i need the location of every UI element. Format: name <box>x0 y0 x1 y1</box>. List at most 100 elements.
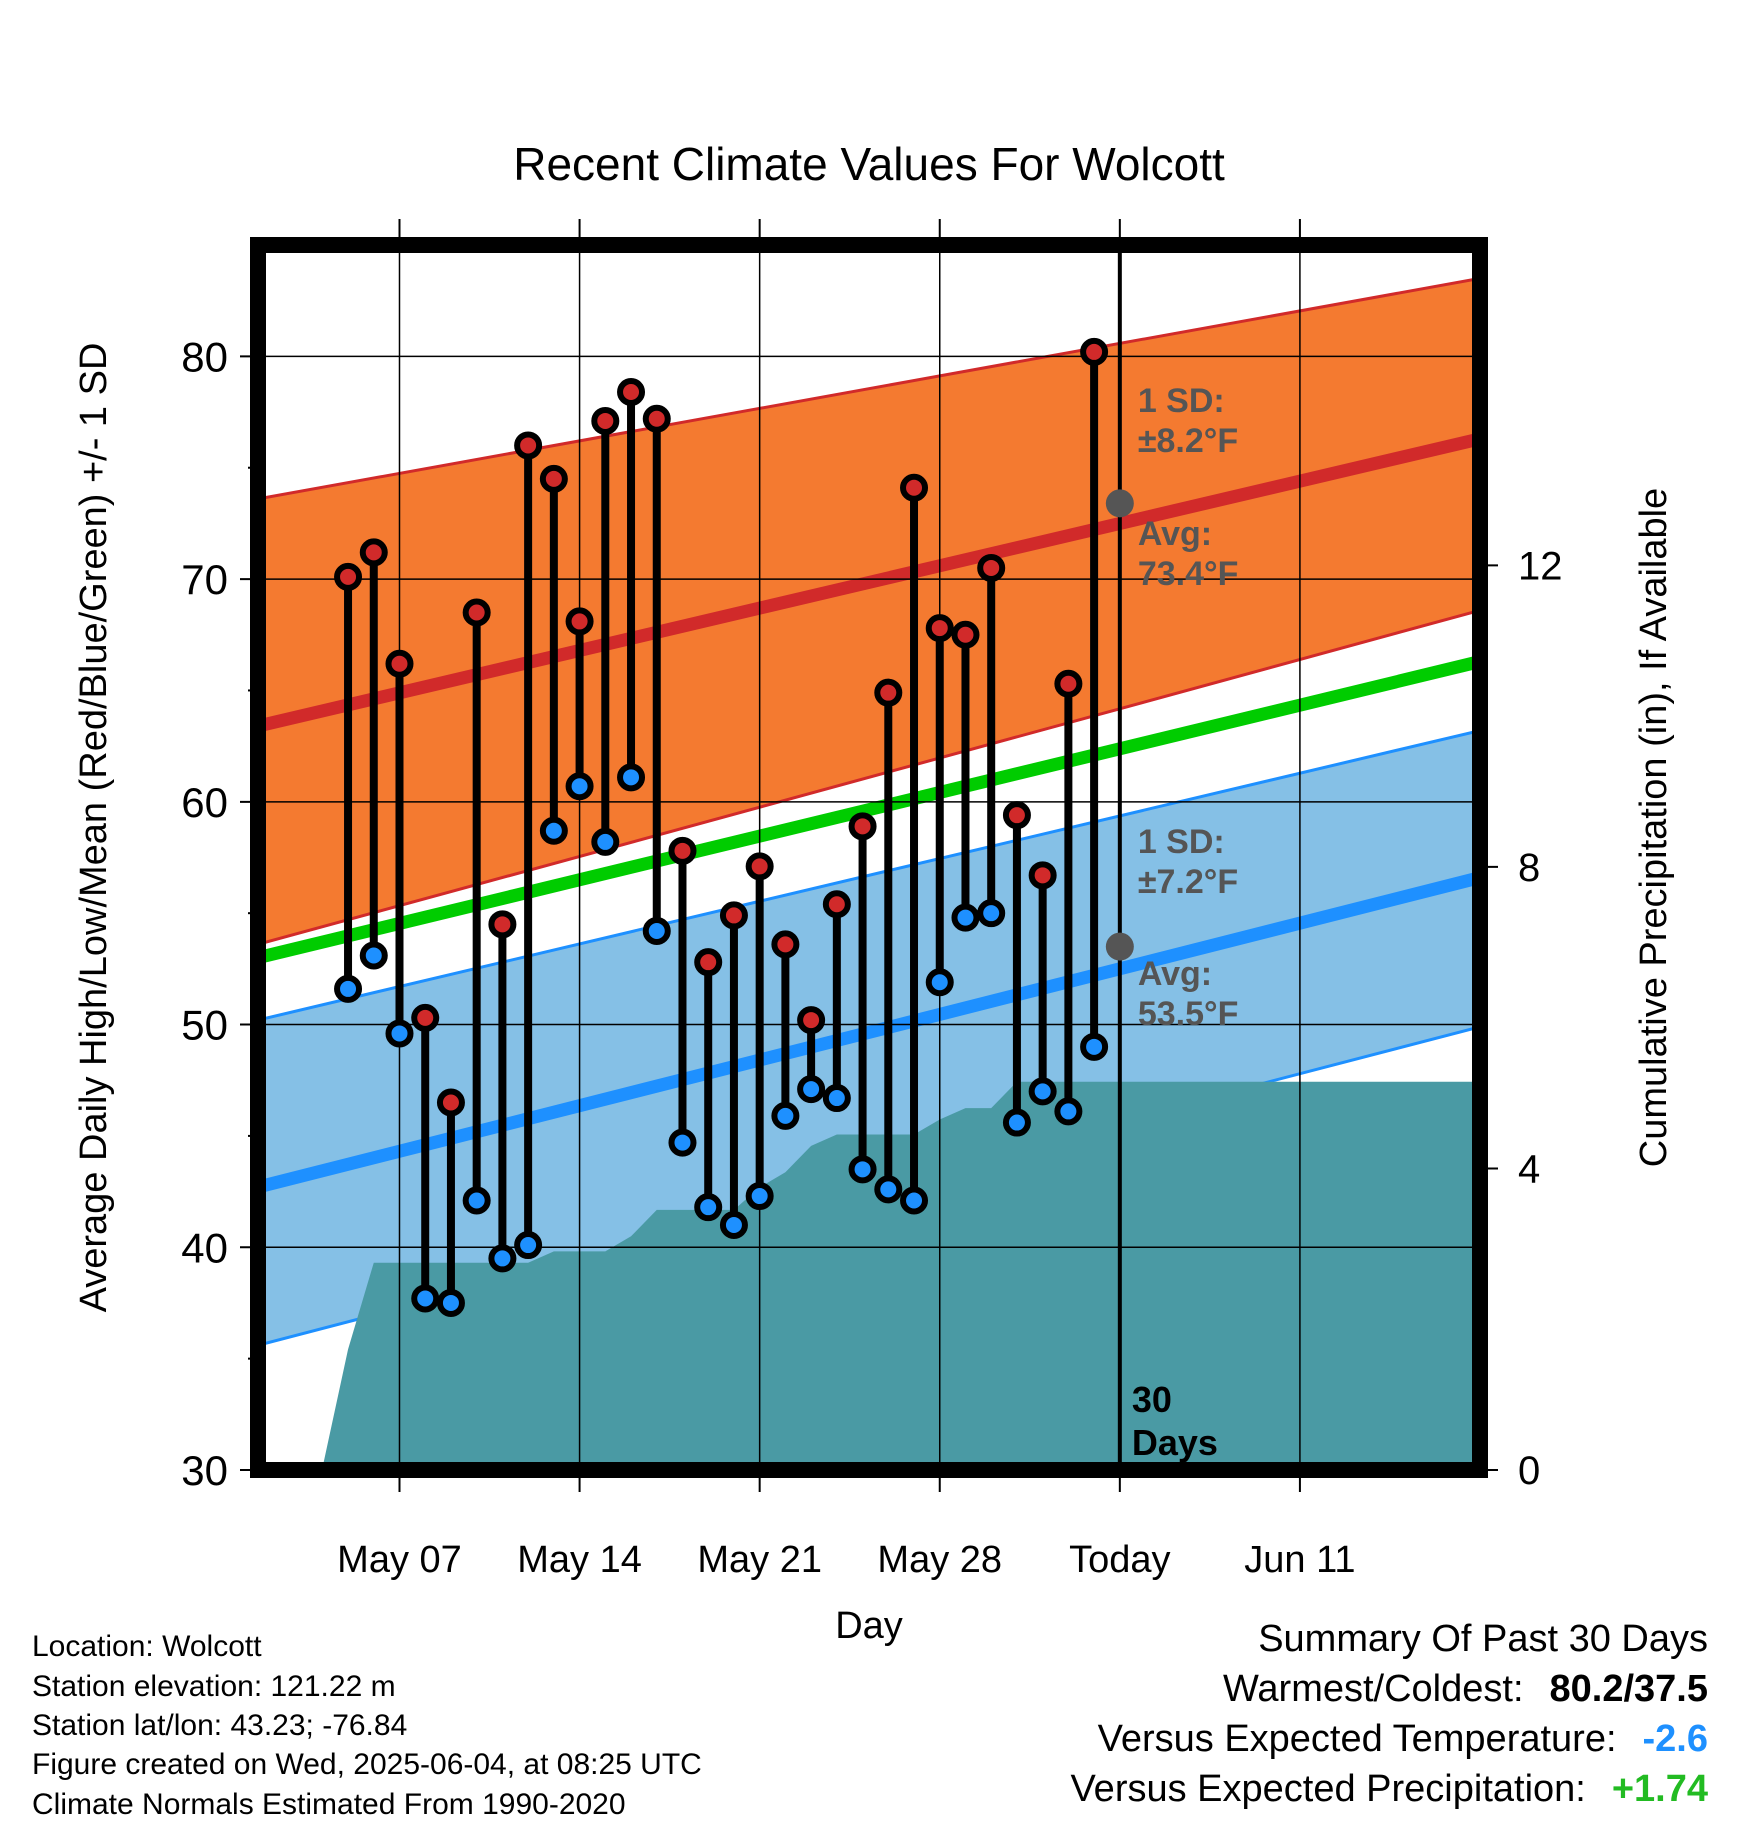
high-point <box>1054 669 1083 698</box>
x-tick-label: May 21 <box>697 1539 822 1581</box>
x-axis-label: Day <box>835 1605 903 1647</box>
low-point <box>797 1075 826 1104</box>
low-point <box>874 1175 903 1204</box>
low-point <box>591 827 620 856</box>
low-sd-label-line2: ±7.2°F <box>1138 863 1238 901</box>
high-point <box>1080 337 1109 366</box>
warmest-coldest-value: 80.2/37.5 <box>1549 1668 1708 1710</box>
low-sd-upper-line <box>258 729 1480 1022</box>
x-tick-label: May 28 <box>877 1539 1002 1581</box>
today-high-avg-dot <box>1105 489 1134 518</box>
plot-area <box>258 245 1480 1470</box>
low-sd-label-line1: 1 SD: <box>1138 823 1225 861</box>
x-tick-label: Today <box>1069 1539 1170 1581</box>
x-tick-label: Jun 11 <box>1244 1539 1355 1581</box>
summary-title: Summary Of Past 30 Days <box>1258 1618 1708 1660</box>
warmest-coldest-label: Warmest/Coldest: <box>1222 1668 1524 1710</box>
y2-tick-label: 0 <box>1518 1449 1540 1493</box>
y2-tick-label: 12 <box>1518 544 1563 588</box>
y-tick-label: 40 <box>181 1224 228 1271</box>
y-axis-label: Average Daily High/Low/Mean (Red/Blue/Gr… <box>73 343 115 1313</box>
high-point <box>1028 861 1057 890</box>
low-point <box>900 1186 929 1215</box>
summary-temperature: Versus Expected Temperature: -2.6 <box>1098 1718 1708 1761</box>
low-point <box>488 1244 517 1273</box>
low-point <box>565 772 594 801</box>
chart-title: Recent Climate Values For Wolcott <box>513 138 1225 190</box>
high-point <box>951 620 980 649</box>
low-point <box>514 1231 543 1260</box>
latlon-text: Station lat/lon: 43.23; -76.84 <box>32 1709 408 1742</box>
low-point <box>539 816 568 845</box>
high-sd-lower-line <box>258 608 1480 946</box>
low-point <box>436 1288 465 1317</box>
high-point <box>1002 801 1031 830</box>
high-point <box>668 836 697 865</box>
y-tick-label: 50 <box>181 1002 228 1049</box>
low-point <box>642 917 671 945</box>
high-point <box>822 890 851 919</box>
high-point <box>925 614 954 643</box>
low-point <box>745 1182 774 1211</box>
high-point <box>694 948 723 977</box>
high-sd-label-line2: ±8.2°F <box>1138 422 1238 460</box>
low-point <box>951 903 980 932</box>
high-avg-label-line1: Avg: <box>1138 515 1212 553</box>
y-tick-label: 70 <box>181 556 228 603</box>
low-avg-label-line2: 53.5°F <box>1138 995 1239 1033</box>
low-avg-label-line1: Avg: <box>1138 955 1212 993</box>
high-point <box>745 852 774 881</box>
high-point <box>874 678 903 707</box>
high-point <box>771 930 800 959</box>
high-normal-line <box>258 432 1480 733</box>
precip-value: +1.74 <box>1611 1768 1708 1810</box>
y2-tick-label: 8 <box>1518 846 1540 890</box>
low-point <box>334 974 363 1003</box>
low-point <box>925 968 954 997</box>
summary-precipitation: Versus Expected Precipitation: +1.74 <box>1070 1768 1708 1811</box>
high-point <box>848 812 877 841</box>
high-point <box>565 607 594 636</box>
high-point <box>334 562 363 591</box>
created-text: Figure created on Wed, 2025-06-04, at 08… <box>32 1748 702 1781</box>
plot-frame <box>250 237 1488 1478</box>
mean-normal-line <box>258 655 1480 965</box>
low-normal-line <box>258 871 1480 1194</box>
y2-tick-label: 4 <box>1518 1147 1540 1191</box>
low-point <box>411 1284 440 1313</box>
high-point <box>977 553 1006 582</box>
x-tick-label: May 14 <box>517 1539 642 1581</box>
high-point <box>617 378 646 406</box>
high-sd-label-line1: 1 SD: <box>1138 382 1225 420</box>
high-point <box>797 1006 826 1035</box>
high-point <box>591 406 620 435</box>
high-point <box>436 1088 465 1117</box>
low-point <box>359 941 388 970</box>
y-tick-label: 60 <box>181 779 228 826</box>
precip-area <box>258 1081 1480 1470</box>
low-point <box>385 1019 414 1048</box>
high-point <box>900 473 929 502</box>
low-point <box>694 1193 723 1222</box>
high-point <box>411 1003 440 1032</box>
low-point <box>617 763 646 792</box>
temp-label: Versus Expected Temperature: <box>1097 1718 1617 1760</box>
low-point <box>668 1128 697 1157</box>
period-label-line2: Days <box>1132 1422 1218 1463</box>
period-label-line1: 30 <box>1132 1379 1172 1420</box>
high-point <box>462 598 491 627</box>
summary-warmest-coldest: Warmest/Coldest: 80.2/37.5 <box>1223 1668 1708 1711</box>
x-tick-label: May 07 <box>337 1539 462 1581</box>
high-sd-upper-line <box>258 276 1480 501</box>
elevation-text: Station elevation: 121.22 m <box>32 1670 396 1703</box>
precip-label: Versus Expected Precipitation: <box>1070 1768 1586 1810</box>
low-point <box>1080 1032 1109 1061</box>
low-point <box>977 899 1006 928</box>
low-point <box>771 1101 800 1130</box>
y2-axis-label: Cumulative Precipitation (in), If Availa… <box>1633 488 1675 1167</box>
low-point <box>462 1186 491 1215</box>
high-point <box>719 901 748 930</box>
y-tick-label: 30 <box>181 1447 228 1494</box>
high-point <box>385 649 414 678</box>
